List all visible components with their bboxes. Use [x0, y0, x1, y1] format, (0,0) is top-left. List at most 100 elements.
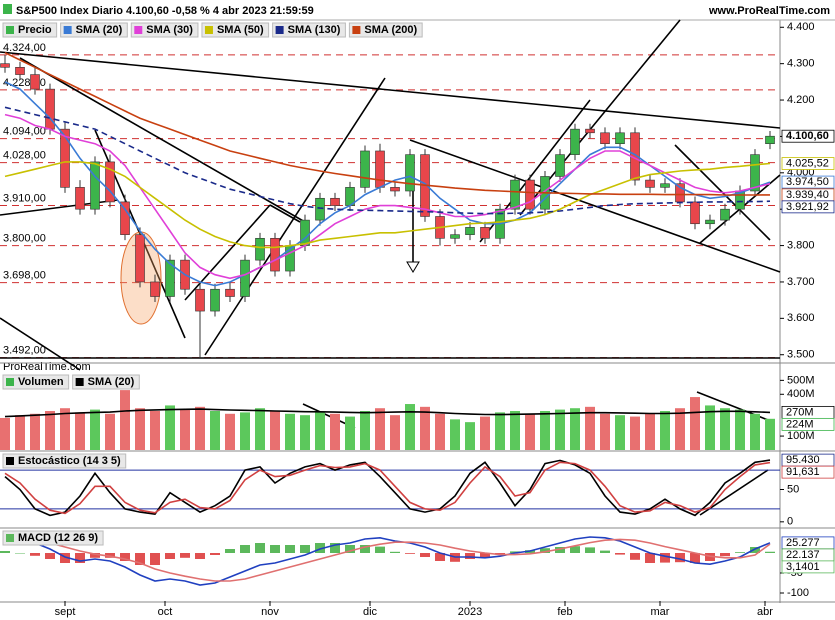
bar — [555, 409, 565, 450]
panel-title: MACD (12 26 9) — [18, 532, 98, 544]
candle-body — [705, 219, 715, 225]
legend-swatch — [6, 26, 14, 34]
bar — [30, 413, 40, 450]
bar — [75, 553, 85, 563]
value-badge-label: 91,631 — [786, 466, 820, 478]
level-label: 3.698,00 — [3, 270, 46, 282]
bar — [120, 553, 130, 561]
bar — [495, 412, 505, 450]
bar — [690, 553, 700, 563]
legend-box — [272, 22, 346, 38]
bar — [15, 553, 25, 554]
x-tick-label: feb — [557, 606, 572, 618]
bar — [165, 405, 175, 450]
y-tick-label: 500M — [787, 374, 815, 386]
bar — [390, 415, 400, 450]
bar — [30, 553, 40, 556]
series-line — [4, 81, 771, 287]
bar — [330, 413, 340, 450]
candle-body — [480, 227, 490, 239]
bar — [330, 543, 340, 553]
level-label: 4.094,00 — [3, 126, 46, 138]
bar — [450, 419, 460, 450]
bar — [255, 543, 265, 553]
candle-body — [660, 183, 670, 188]
bar — [660, 411, 670, 450]
candle-body — [165, 259, 175, 297]
y-tick-label: 50 — [787, 483, 799, 495]
x-tick-label: 2023 — [458, 606, 482, 618]
bar — [240, 545, 250, 553]
candle-body — [270, 237, 280, 272]
bar — [315, 543, 325, 553]
bar — [690, 397, 700, 450]
bar — [525, 413, 535, 450]
candle-body — [300, 219, 310, 246]
y-tick-label: 3.700 — [787, 276, 815, 288]
bar — [675, 408, 685, 450]
candle-body — [585, 128, 595, 134]
bar — [60, 553, 70, 563]
bar — [270, 411, 280, 450]
bar — [180, 409, 190, 450]
candle-body — [570, 128, 580, 155]
legend-box — [130, 22, 199, 38]
legend-box — [72, 374, 140, 390]
legend-swatch — [134, 26, 143, 34]
x-tick-label: oct — [158, 606, 173, 618]
bar — [765, 551, 775, 553]
trend-line — [204, 77, 386, 356]
level-label: 3.910,00 — [3, 192, 46, 204]
bar — [135, 408, 145, 450]
bar — [735, 409, 745, 450]
bar — [345, 545, 355, 553]
y-tick-label: 4.200 — [787, 94, 815, 106]
chart-title: S&P500 Index Diario 4.100,60 -0,58 % 4 a… — [16, 5, 314, 17]
candle-body — [375, 150, 385, 188]
bar — [720, 408, 730, 450]
bar — [585, 547, 595, 553]
bar — [630, 416, 640, 450]
watermark: ProRealTime.com — [3, 361, 91, 373]
y-tick-label: 0 — [787, 516, 793, 528]
bar — [435, 553, 445, 561]
series-line — [4, 113, 771, 280]
candle-body — [690, 201, 700, 225]
value-badge-label: 3,1401 — [786, 561, 820, 573]
bar — [390, 551, 400, 553]
candle-body — [90, 161, 100, 210]
bar — [360, 411, 370, 450]
bar — [555, 547, 565, 553]
x-tick-label: sept — [55, 606, 76, 618]
series-line — [4, 51, 771, 196]
bar — [570, 546, 580, 553]
arrow-head — [406, 261, 420, 273]
bar — [345, 416, 355, 450]
legend-label: SMA (50) — [217, 24, 264, 36]
bar — [0, 417, 10, 450]
value-badge-label: 4.100,60 — [786, 130, 829, 142]
legend-swatch — [75, 378, 84, 386]
legend-label: Volumen — [18, 376, 64, 388]
level-label: 4.028,00 — [3, 150, 46, 162]
x-tick-label: nov — [261, 606, 279, 618]
candle-body — [330, 197, 340, 206]
bar — [720, 553, 730, 557]
bar — [480, 553, 490, 558]
legend-label: Precio — [18, 24, 52, 36]
legend-label: SMA (30) — [146, 24, 193, 36]
x-tick-label: mar — [651, 606, 670, 618]
legend-box — [2, 530, 104, 546]
bar — [645, 413, 655, 450]
bar — [225, 549, 235, 553]
candle-body — [645, 179, 655, 188]
bar — [510, 411, 520, 450]
y-tick-label: 3.500 — [787, 349, 815, 361]
trend-line — [184, 204, 271, 301]
legend-box — [60, 22, 128, 38]
legend-swatch — [204, 26, 213, 34]
value-badge-label: 22.137 — [786, 549, 820, 561]
source: www.ProRealTime.com — [708, 5, 830, 17]
bar — [210, 553, 220, 555]
